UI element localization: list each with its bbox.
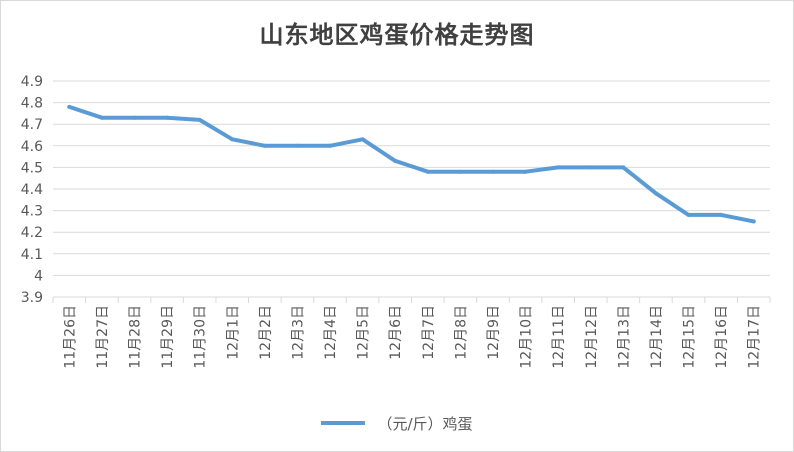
data-point xyxy=(360,137,365,142)
series-line xyxy=(67,104,756,224)
y-tick-label: 4.7 xyxy=(21,117,43,133)
data-point xyxy=(523,169,528,174)
data-point xyxy=(719,212,724,217)
x-tick-label: 12月16日 xyxy=(714,305,730,369)
data-point xyxy=(165,115,170,120)
x-tick-label: 12月12日 xyxy=(584,305,600,369)
y-tick-label: 4.2 xyxy=(21,225,43,241)
data-point xyxy=(490,169,495,174)
data-point xyxy=(686,212,691,217)
x-tick-label: 11月27日 xyxy=(95,305,111,369)
legend-swatch xyxy=(321,421,366,425)
x-tick-label: 12月5日 xyxy=(356,305,372,360)
x-tick-label: 12月3日 xyxy=(290,305,306,360)
y-tick-label: 4.4 xyxy=(21,182,43,198)
data-point xyxy=(393,158,398,163)
x-tick-label: 11月28日 xyxy=(127,305,143,369)
y-tick-label: 4.3 xyxy=(21,204,43,220)
y-tick-label: 4.5 xyxy=(21,160,43,176)
y-tick-label: 4.9 xyxy=(21,74,43,90)
x-tick-label: 11月26日 xyxy=(62,305,78,369)
x-tick-label: 12月17日 xyxy=(747,305,763,369)
x-tick-label: 12月8日 xyxy=(453,305,469,360)
x-tick-label: 12月14日 xyxy=(649,305,665,369)
x-tick-label: 11月29日 xyxy=(160,305,176,369)
legend: （元/斤）鸡蛋 xyxy=(1,411,793,435)
data-point xyxy=(197,117,202,122)
data-point xyxy=(653,191,658,196)
data-point xyxy=(458,169,463,174)
y-tick-label: 4.8 xyxy=(21,96,43,112)
x-tick-label: 11月30日 xyxy=(193,305,209,369)
y-tick-label: 4.6 xyxy=(21,139,43,155)
data-point xyxy=(262,143,267,148)
data-point xyxy=(67,104,72,109)
y-tick-label: 4 xyxy=(34,268,43,284)
x-tick-label: 12月10日 xyxy=(519,305,535,369)
data-point xyxy=(621,165,626,170)
y-tick-label: 3.9 xyxy=(21,290,43,306)
x-tick-label: 12月1日 xyxy=(225,305,241,360)
data-point xyxy=(328,143,333,148)
legend-label: （元/斤）鸡蛋 xyxy=(377,414,473,433)
x-tick-label: 12月11日 xyxy=(551,305,567,369)
x-tick-label: 12月9日 xyxy=(486,305,502,360)
x-tick-label: 12月15日 xyxy=(682,305,698,369)
x-tick-label: 12月2日 xyxy=(258,305,274,360)
data-point xyxy=(132,115,137,120)
x-tick-label: 12月13日 xyxy=(616,305,632,369)
data-point xyxy=(556,165,561,170)
data-point xyxy=(230,137,235,142)
data-point xyxy=(295,143,300,148)
data-point xyxy=(751,219,756,224)
data-point xyxy=(588,165,593,170)
chart-title: 山东地区鸡蛋价格走势图 xyxy=(259,20,535,49)
x-tick-label: 12月6日 xyxy=(388,305,404,360)
data-point xyxy=(425,169,430,174)
x-tick-label: 12月4日 xyxy=(323,305,339,360)
x-tick-label: 12月7日 xyxy=(421,305,437,360)
data-point xyxy=(99,115,104,120)
y-tick-label: 4.1 xyxy=(21,247,43,263)
